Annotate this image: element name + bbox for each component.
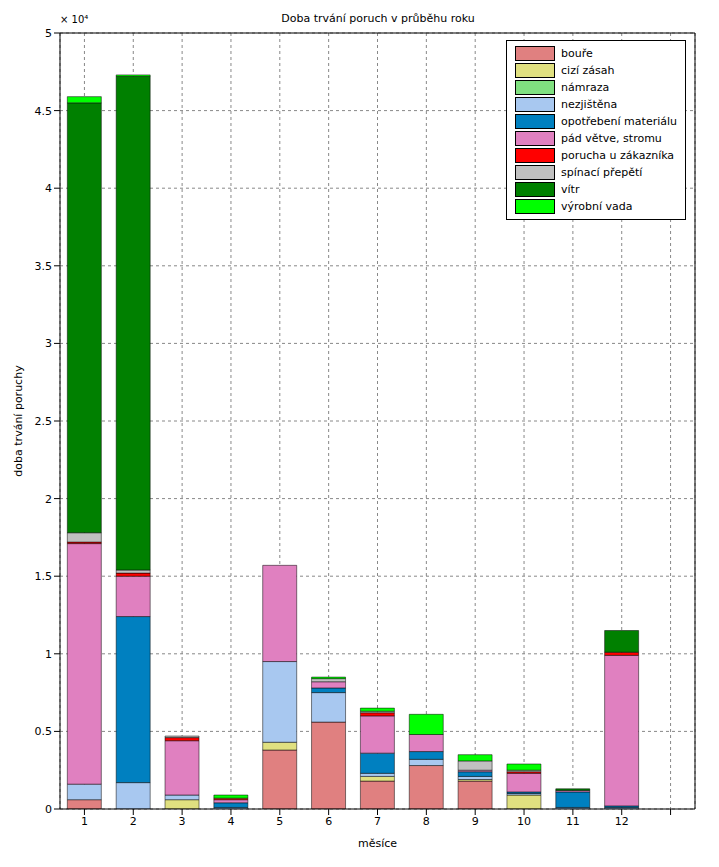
svg-text:3: 3 — [45, 337, 52, 350]
svg-text:3.5: 3.5 — [35, 260, 53, 273]
html-text:bouře: bouře — [561, 47, 593, 60]
svg-text:1.5: 1.5 — [35, 570, 53, 583]
html-text:× 10⁴: × 10⁴ — [60, 14, 89, 25]
html-text:námraza: námraza — [561, 81, 610, 94]
svg-text:4.5: 4.5 — [35, 105, 53, 118]
svg-text:2.5: 2.5 — [35, 415, 53, 428]
html-text:spínací přepětí: spínací přepětí — [561, 166, 643, 179]
svg-text:1: 1 — [45, 648, 52, 661]
html-text:pád větve, stromu: pád větve, stromu — [561, 132, 662, 145]
svg-text:11: 11 — [566, 815, 580, 828]
svg-text:0: 0 — [45, 803, 52, 816]
svg-text:3: 3 — [179, 815, 186, 828]
html-text:porucha u zákazníka: porucha u zákazníka — [561, 149, 675, 162]
html-text:cizí zásah: cizí zásah — [561, 64, 615, 77]
svg-text:4: 4 — [45, 182, 52, 195]
svg-text:2: 2 — [130, 815, 137, 828]
svg-text:5: 5 — [45, 27, 52, 40]
svg-text:4: 4 — [227, 815, 234, 828]
svg-text:doba trvání poruchy: doba trvání poruchy — [12, 365, 25, 477]
html-text:Doba trvání poruch v průběhu r: Doba trvání poruch v průběhu roku — [281, 12, 475, 25]
svg-text:6: 6 — [325, 815, 332, 828]
html-text:opotřebení materiálu: opotřebení materiálu — [561, 115, 677, 128]
html-text:vítr: vítr — [561, 183, 580, 196]
svg-text:10: 10 — [517, 815, 531, 828]
svg-text:5: 5 — [276, 815, 283, 828]
html-text:nezjištěna: nezjištěna — [561, 98, 618, 111]
svg-text:měsíce: měsíce — [358, 837, 397, 850]
svg-text:8: 8 — [423, 815, 430, 828]
svg-text:2: 2 — [45, 493, 52, 506]
svg-text:12: 12 — [615, 815, 629, 828]
html-text:výrobní vada: výrobní vada — [561, 200, 633, 213]
svg-text:9: 9 — [472, 815, 479, 828]
svg-text:7: 7 — [374, 815, 381, 828]
svg-text:0.5: 0.5 — [35, 725, 53, 738]
svg-text:1: 1 — [81, 815, 88, 828]
